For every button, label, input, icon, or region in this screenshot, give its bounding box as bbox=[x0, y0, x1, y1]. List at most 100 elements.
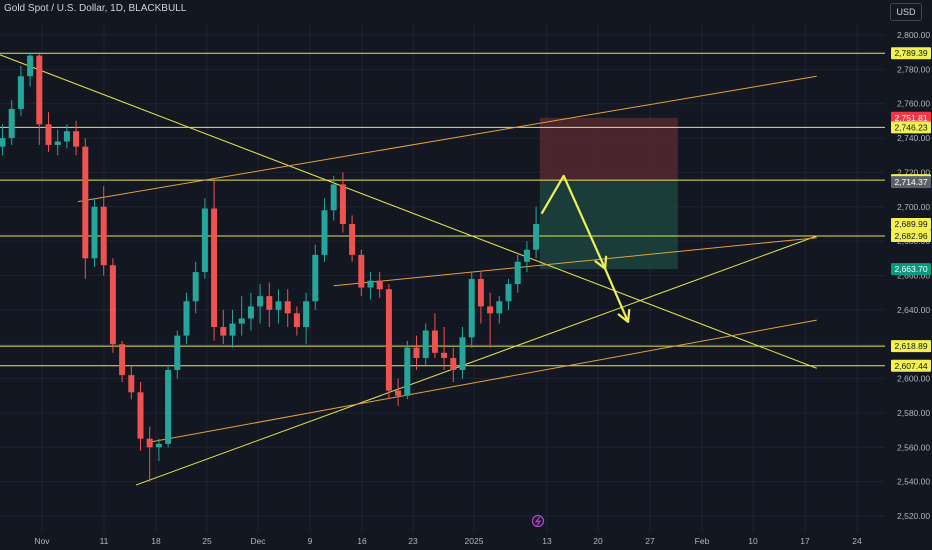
y-tick-label: 2,660.00 bbox=[897, 271, 930, 281]
x-tick-label: 9 bbox=[308, 536, 313, 546]
x-tick-label: 16 bbox=[357, 536, 367, 546]
candle-body bbox=[330, 184, 337, 211]
candle-body bbox=[413, 347, 420, 358]
candle-body bbox=[119, 344, 126, 376]
candle-body bbox=[109, 265, 116, 345]
y-tick-label: 2,740.00 bbox=[897, 133, 930, 143]
candle-body bbox=[27, 55, 34, 77]
candle-body bbox=[137, 392, 144, 439]
trend-line bbox=[77, 75, 817, 203]
trend-line bbox=[135, 235, 817, 486]
price-tag-label: 2,682.96 bbox=[894, 231, 927, 241]
price-tag-label: 2,714.37 bbox=[894, 177, 927, 187]
flash-icon-bolt bbox=[534, 516, 542, 526]
candle-body bbox=[229, 323, 236, 336]
arrow-head bbox=[617, 308, 631, 323]
candle-body bbox=[183, 301, 190, 336]
x-tick-label: 25 bbox=[202, 536, 212, 546]
candle-body bbox=[146, 438, 153, 448]
x-tick-label: Nov bbox=[34, 536, 50, 546]
candle-body bbox=[441, 352, 448, 358]
projection-arrow bbox=[540, 174, 630, 323]
candle-body bbox=[358, 254, 365, 288]
candle-body bbox=[201, 208, 208, 273]
candle-body bbox=[247, 306, 254, 319]
price-tag bbox=[891, 340, 931, 353]
price-tag-label: 2,689.99 bbox=[894, 219, 927, 229]
x-tick-label: 10 bbox=[748, 536, 758, 546]
price-tag bbox=[891, 217, 931, 230]
candle-body bbox=[100, 206, 107, 266]
candle-body bbox=[54, 141, 61, 145]
candle-body bbox=[192, 272, 199, 302]
x-tick-label: 24 bbox=[852, 536, 862, 546]
candle-body bbox=[266, 296, 273, 310]
price-tag-label: 2,663.70 bbox=[894, 264, 927, 274]
candle-body bbox=[238, 318, 245, 324]
price-tag bbox=[891, 359, 931, 372]
candle-body bbox=[477, 278, 484, 307]
arrow-head bbox=[594, 255, 608, 270]
y-tick-label: 2,800.00 bbox=[897, 30, 930, 40]
x-tick-label: 13 bbox=[542, 536, 552, 546]
x-tick-label: 23 bbox=[408, 536, 418, 546]
price-tag bbox=[891, 230, 931, 243]
x-tick-label: 2025 bbox=[465, 536, 484, 546]
y-tick-label: 2,560.00 bbox=[897, 442, 930, 452]
price-tag bbox=[891, 121, 931, 134]
candle-body bbox=[367, 280, 374, 288]
candle-body bbox=[385, 289, 392, 391]
trend-line bbox=[149, 319, 817, 443]
candle-body bbox=[312, 254, 319, 302]
y-tick-label: 2,640.00 bbox=[897, 305, 930, 315]
trend-line bbox=[0, 54, 817, 369]
candle-body bbox=[293, 313, 300, 328]
candle-body bbox=[91, 206, 98, 259]
candle-body bbox=[73, 131, 80, 147]
candle-body bbox=[275, 301, 282, 310]
x-tick-label: 17 bbox=[800, 536, 810, 546]
currency-button[interactable]: USD bbox=[890, 3, 922, 21]
candle-body bbox=[523, 249, 530, 262]
candle-body bbox=[303, 301, 310, 328]
candle-body bbox=[339, 184, 346, 224]
candle-body bbox=[468, 278, 475, 338]
x-tick-label: 27 bbox=[645, 536, 655, 546]
price-tag-label: 2,618.89 bbox=[894, 341, 927, 351]
y-tick-label: 2,520.00 bbox=[897, 511, 930, 521]
y-tick-label: 2,700.00 bbox=[897, 202, 930, 212]
candle-body bbox=[128, 375, 135, 393]
symbol-title: Gold Spot / U.S. Dollar, 1D, BLACKBULL bbox=[4, 3, 187, 14]
candle-body bbox=[459, 337, 466, 370]
stop-loss-zone bbox=[539, 117, 678, 183]
candle-body bbox=[487, 306, 494, 314]
candle-body bbox=[165, 369, 172, 444]
candle-body bbox=[211, 208, 218, 328]
candle-body bbox=[17, 76, 24, 109]
candle-body bbox=[505, 284, 512, 302]
trend-line bbox=[333, 237, 817, 287]
price-tag bbox=[891, 111, 931, 124]
price-tag-label: 2,789.39 bbox=[894, 48, 927, 58]
candle-body bbox=[63, 131, 70, 142]
y-tick-label: 2,580.00 bbox=[897, 408, 930, 418]
candle-body bbox=[376, 280, 383, 290]
candle-body bbox=[422, 330, 429, 358]
y-tick-label: 2,780.00 bbox=[897, 64, 930, 74]
candle-body bbox=[220, 327, 227, 336]
candle-body bbox=[496, 301, 503, 314]
x-tick-label: 18 bbox=[151, 536, 161, 546]
candle-body bbox=[82, 146, 89, 259]
candle-body bbox=[36, 55, 43, 125]
price-tag-label: 2,746.23 bbox=[894, 122, 927, 132]
x-tick-label: Feb bbox=[695, 536, 710, 546]
candle-body bbox=[431, 330, 438, 353]
candle-body bbox=[257, 296, 264, 307]
y-tick-label: 2,720.00 bbox=[897, 167, 930, 177]
candle-body bbox=[174, 335, 181, 370]
candle-body bbox=[395, 390, 402, 396]
candle-body bbox=[321, 210, 328, 255]
candle-body bbox=[284, 301, 291, 314]
price-tag bbox=[891, 176, 931, 189]
